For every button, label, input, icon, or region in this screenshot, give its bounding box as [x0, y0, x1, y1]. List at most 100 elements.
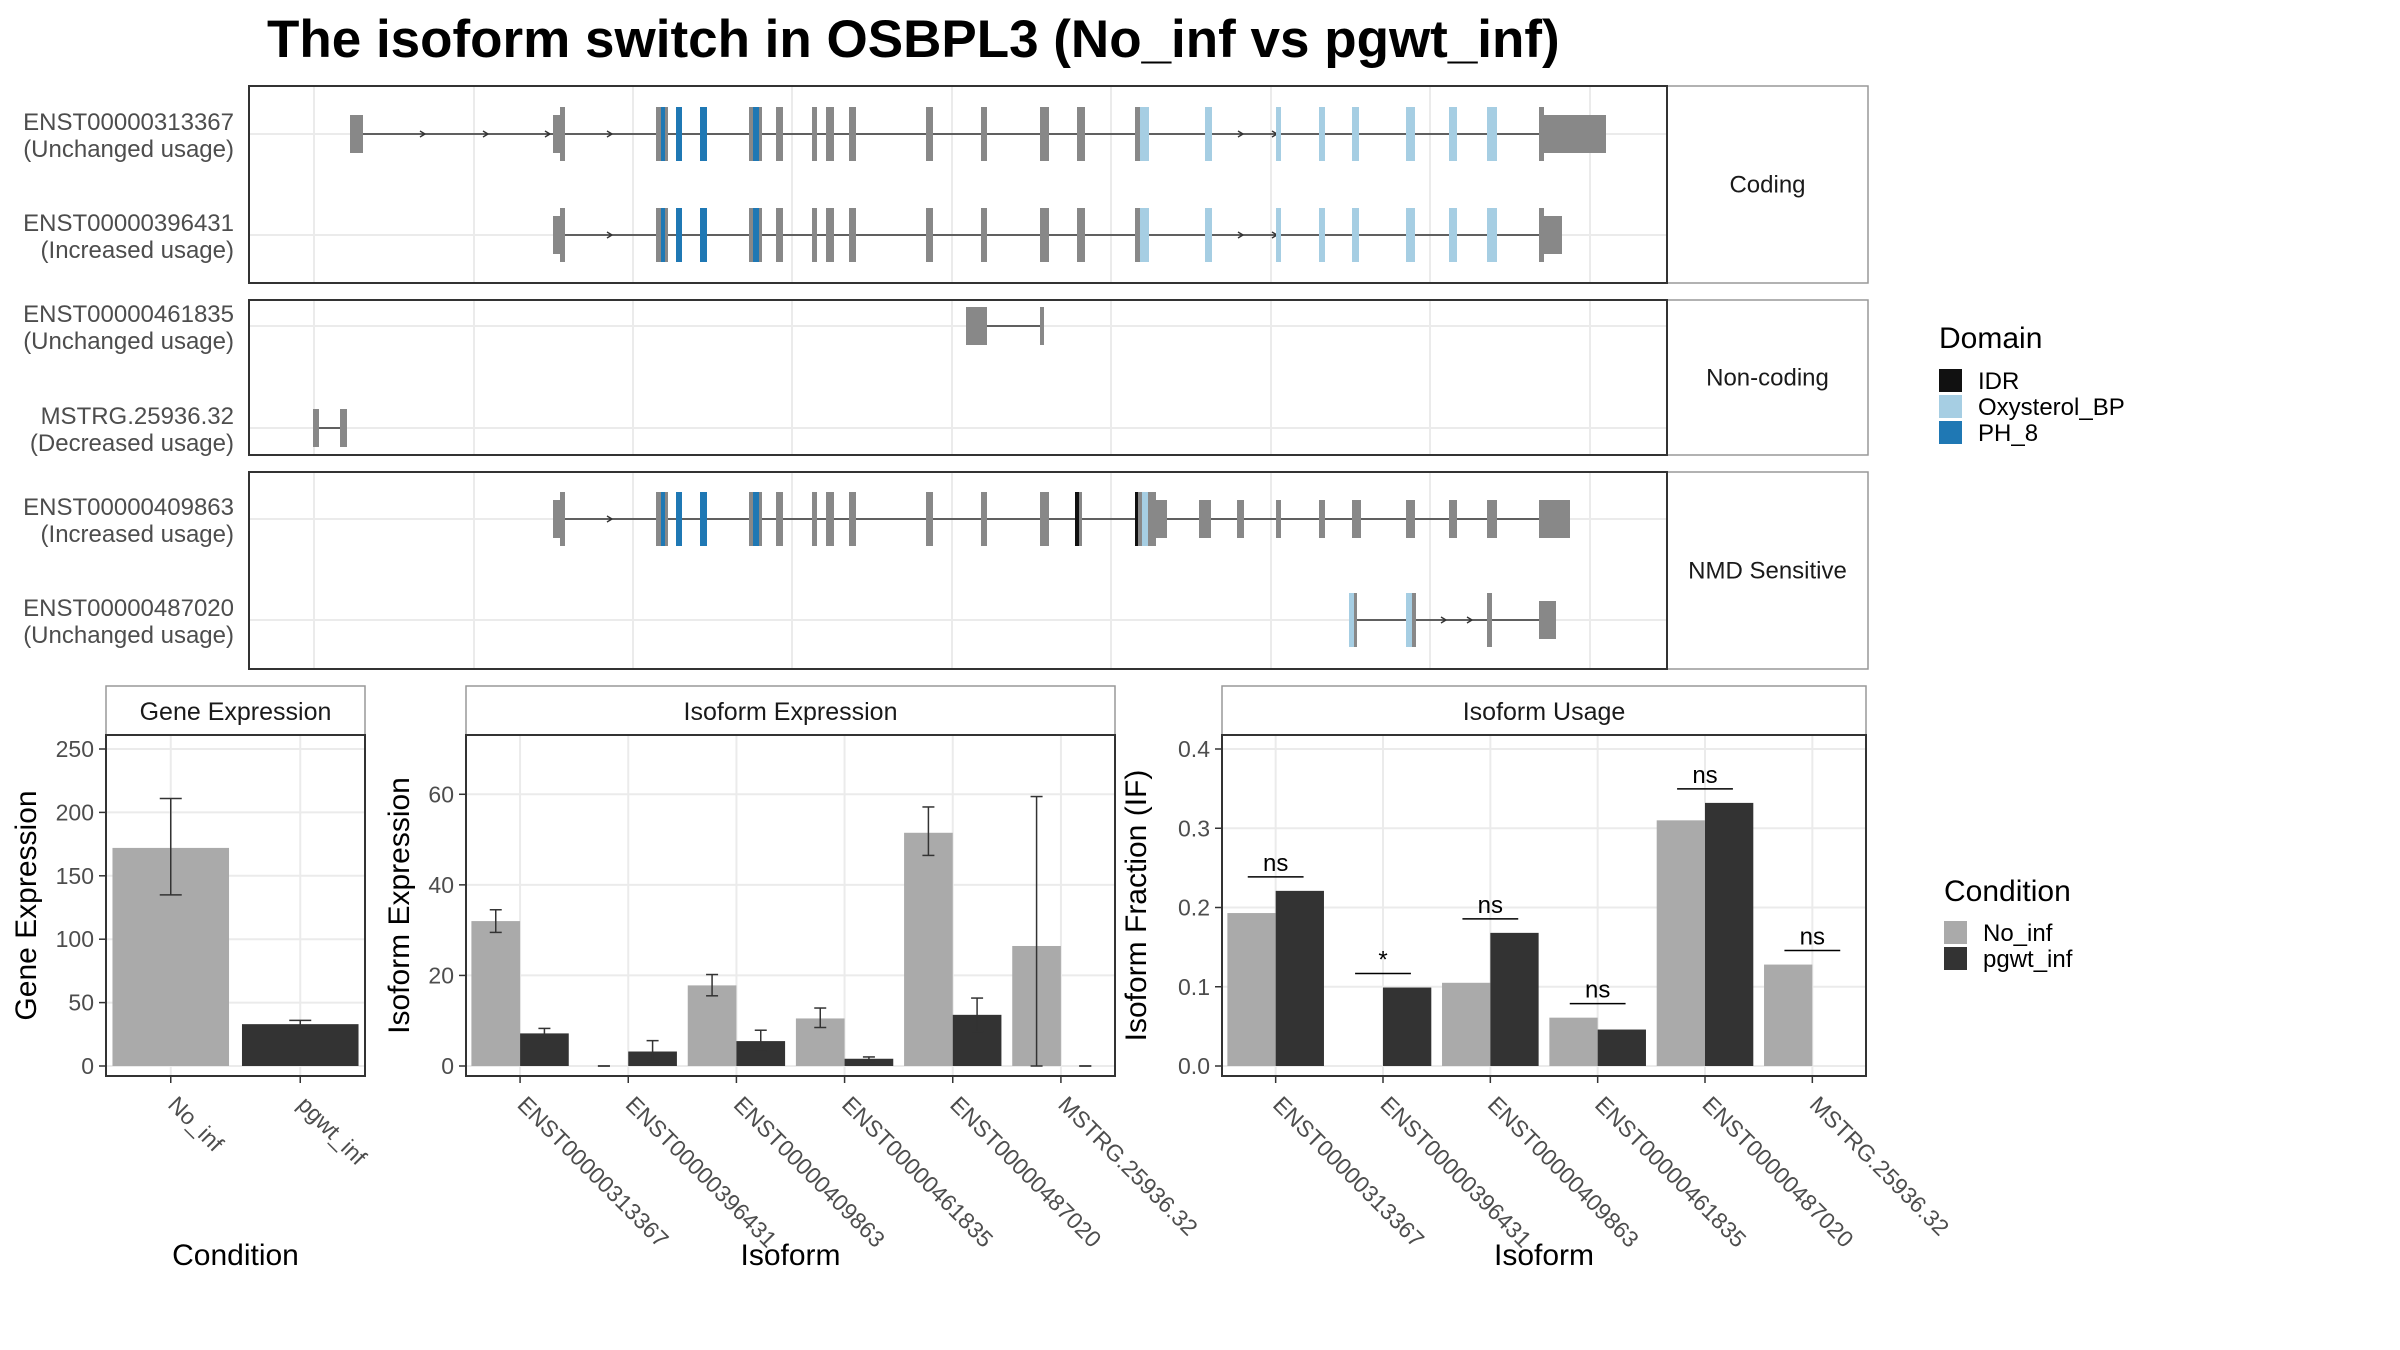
strand-arrow — [419, 130, 427, 138]
domain-block-ph_8 — [700, 492, 707, 546]
exon-block — [1040, 107, 1049, 161]
exon-block — [1406, 500, 1415, 538]
transcript-usage-label: (Increased usage) — [41, 237, 234, 264]
exon-block — [812, 107, 817, 161]
exon-block — [849, 107, 856, 161]
transcript-id-label: ENST00000313367 — [23, 109, 234, 136]
exon-block — [1544, 115, 1606, 153]
exon-block — [1079, 492, 1082, 546]
exon-block — [1487, 593, 1492, 647]
exon-block — [826, 107, 834, 161]
x-axis-title: Isoform — [1494, 1239, 1594, 1272]
exon-block — [665, 492, 668, 546]
exon-block — [1487, 500, 1497, 538]
exon-block — [1539, 107, 1544, 161]
chart-border — [1221, 734, 1867, 1077]
domain-block-oxysterol_bp — [1349, 593, 1354, 647]
transcript-usage-label: (Unchanged usage) — [23, 622, 234, 649]
domain-block-ph_8 — [753, 107, 759, 161]
significance-label: ns — [1585, 977, 1610, 1004]
bar-No_inf-MSTRG.25936.32 — [1764, 964, 1813, 1066]
domain-block-oxysterol_bp — [1487, 107, 1497, 161]
strand-arrow — [1466, 616, 1474, 624]
domain-block-ph_8 — [661, 208, 665, 262]
structure-panel-border — [248, 299, 1668, 456]
structure-panel-background — [249, 300, 1667, 455]
condition-legend-title: Condition — [1944, 875, 2071, 908]
structure-panel-border — [248, 471, 1668, 670]
domain-block-oxysterol_bp — [1205, 107, 1212, 161]
exon-block — [656, 208, 661, 262]
exon-block — [1156, 500, 1167, 538]
bar-pgwt_inf-ENST00000396431 — [1383, 987, 1432, 1066]
y-tick-label: 0.3 — [1178, 815, 1210, 841]
bar-pgwt_inf — [241, 1024, 359, 1066]
exon-block — [926, 107, 933, 161]
strand-arrow — [606, 515, 614, 523]
condition-legend-label: pgwt_inf — [1983, 946, 2073, 973]
exon-block — [759, 492, 762, 546]
bar-No_inf-ENST00000487020 — [1656, 820, 1705, 1066]
exon-block — [749, 492, 753, 546]
exon-block — [1199, 500, 1211, 538]
group-strip-label: Non-coding — [1706, 365, 1829, 392]
y-tick-label: 40 — [428, 872, 454, 898]
condition-legend-swatch — [1944, 947, 1967, 970]
exon-block — [1539, 500, 1570, 538]
x-tick-label: pgwt_inf — [293, 1091, 372, 1170]
exon-block — [776, 107, 783, 161]
exon-block — [926, 208, 933, 262]
exon-block — [759, 208, 762, 262]
y-tick-label: 0 — [441, 1053, 454, 1079]
y-tick-label: 150 — [56, 863, 94, 889]
exon-block — [1544, 216, 1562, 254]
figure-title: The isoform switch in OSBPL3 (No_inf vs … — [267, 10, 1560, 69]
exon-block — [1319, 500, 1325, 538]
exon-block — [966, 307, 987, 345]
exon-block — [759, 107, 762, 161]
y-tick-label: 60 — [428, 781, 454, 807]
exon-block — [340, 409, 347, 447]
y-tick-label: 0 — [81, 1053, 94, 1079]
exon-block — [981, 107, 987, 161]
exon-block — [776, 208, 783, 262]
exon-block — [553, 216, 560, 254]
significance-label: ns — [1478, 892, 1503, 919]
x-tick-label: No_inf — [163, 1091, 229, 1157]
chart-title: Isoform Usage — [1463, 698, 1626, 726]
domain-block-oxysterol_bp — [1142, 492, 1148, 546]
chart-title: Isoform Expression — [684, 698, 898, 726]
domain-block-oxysterol_bp — [1140, 107, 1149, 161]
strand-arrow — [1237, 130, 1245, 138]
exon-block — [812, 208, 817, 262]
chart-2: Isoform Usagens*nsnsnsns0.00.10.20.30.4E… — [1120, 685, 1954, 1272]
exon-block — [553, 500, 560, 538]
domain-legend-label: PH_8 — [1978, 420, 2038, 447]
domain-block-oxysterol_bp — [1449, 107, 1457, 161]
bar-pgwt_inf-ENST00000313367 — [520, 1033, 569, 1066]
chart-strip — [105, 685, 366, 736]
exon-block — [1135, 208, 1140, 262]
domain-block-oxysterol_bp — [1449, 208, 1457, 262]
group-strip-label: Coding — [1729, 172, 1805, 199]
domain-block-idr — [1075, 492, 1079, 546]
chart-border — [465, 734, 1116, 1077]
exon-block — [350, 115, 363, 153]
structure-panel-border — [248, 85, 1668, 284]
exon-block — [1077, 107, 1085, 161]
strand-arrow — [606, 231, 614, 239]
domain-block-oxysterol_bp — [1487, 208, 1497, 262]
exon-block — [849, 492, 856, 546]
exon-block — [665, 208, 668, 262]
strand-arrow — [544, 130, 552, 138]
domain-legend-swatch — [1939, 421, 1962, 444]
significance-label: ns — [1263, 850, 1288, 877]
exon-block — [749, 208, 753, 262]
y-axis-title: Gene Expression — [10, 790, 43, 1020]
exon-block — [1449, 500, 1457, 538]
bar-pgwt_inf-ENST00000487020 — [1705, 802, 1754, 1066]
exon-block — [1077, 208, 1085, 262]
y-tick-label: 200 — [56, 799, 94, 825]
domain-legend-label: Oxysterol_BP — [1978, 394, 2125, 421]
bar-No_inf-ENST00000461835 — [1549, 1017, 1598, 1066]
